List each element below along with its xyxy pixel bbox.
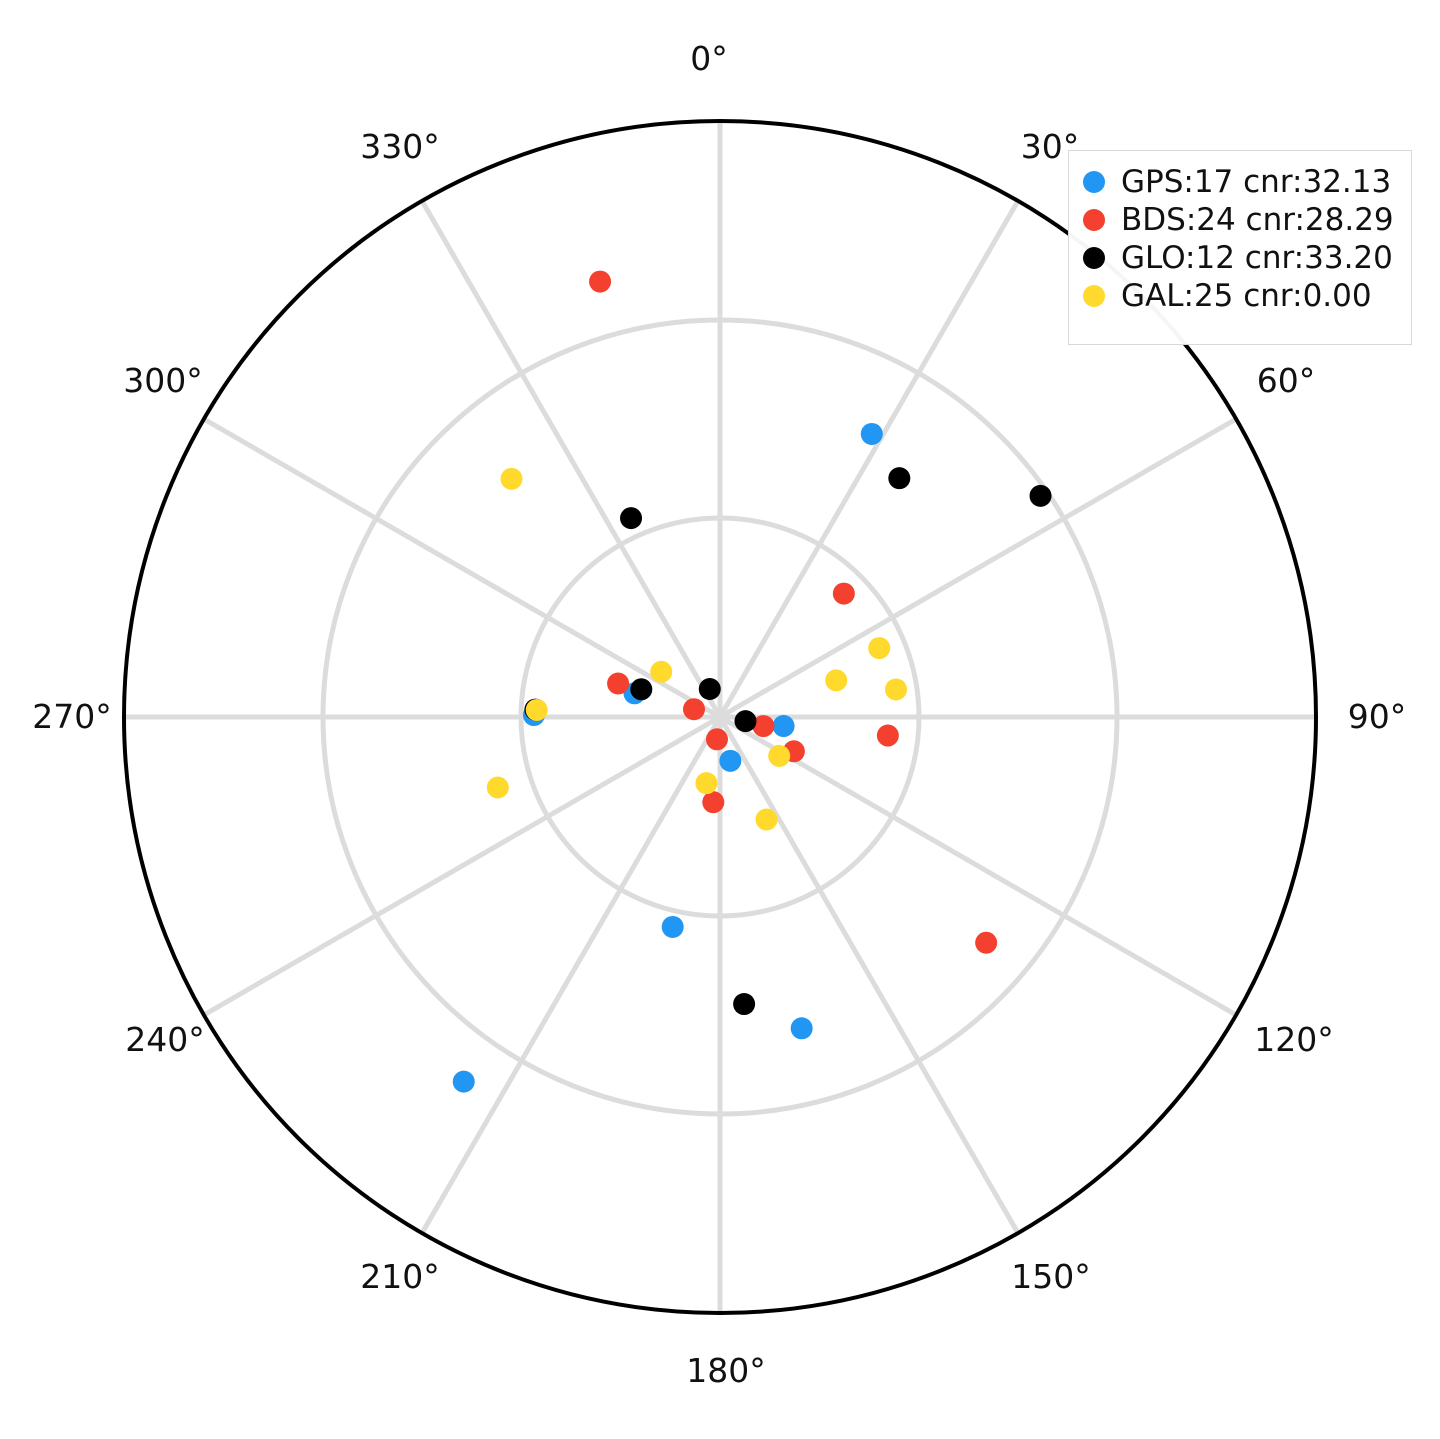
marker-gal-8: [695, 772, 718, 795]
legend-item-gps[interactable]: GPS:17 cnr:32.13: [1083, 163, 1393, 201]
grid-spoke-150: [717, 715, 1021, 1235]
grid-spoke-30: [717, 199, 1021, 719]
angle-label-300deg: 300°: [123, 361, 203, 400]
marker-bds-3: [876, 724, 899, 747]
marker-gal-2: [868, 637, 891, 660]
angle-label-240deg: 240°: [125, 1020, 205, 1059]
legend-swatch-bds: [1083, 209, 1105, 231]
marker-gps-7: [452, 1070, 475, 1093]
marker-gal-4: [884, 678, 907, 701]
angle-label-180deg: 180°: [686, 1351, 766, 1390]
angle-label-330deg: 330°: [360, 127, 440, 166]
marker-bds-8: [702, 791, 725, 814]
marker-bds-6: [682, 698, 705, 721]
marker-gal-3: [825, 669, 848, 692]
polar-grid: [122, 119, 1318, 1315]
marker-glo-0: [888, 467, 911, 490]
marker-gps-5: [661, 915, 684, 938]
legend-item-bds[interactable]: BDS:24 cnr:28.29: [1083, 201, 1394, 239]
grid-spoke-240: [202, 714, 722, 1018]
marker-bds-7: [705, 728, 728, 751]
marker-gal-7: [755, 808, 778, 831]
marker-glo-6: [734, 710, 757, 733]
legend-item-glo[interactable]: GLO:12 cnr:33.20: [1083, 239, 1393, 277]
marker-glo-5: [698, 678, 721, 701]
marker-glo-2: [620, 507, 643, 530]
marker-glo-1: [1029, 484, 1052, 507]
marker-glo-3: [630, 678, 653, 701]
marker-glo-7: [733, 993, 756, 1016]
angle-label-270deg: 270°: [32, 697, 112, 736]
legend-label-gal: GAL:25 cnr:0.00: [1121, 278, 1372, 314]
angle-tick-labels: 0°30°60°90°120°150°180°210°240°270°300°3…: [32, 39, 1406, 1390]
legend: GPS:17 cnr:32.13 BDS:24 cnr:28.29 GLO:12…: [1068, 150, 1412, 345]
marker-gal-0: [500, 467, 523, 490]
angle-label-120deg: 120°: [1254, 1020, 1334, 1059]
legend-label-gps: GPS:17 cnr:32.13: [1121, 164, 1392, 200]
marker-bds-0: [589, 270, 612, 293]
legend-label-bds: BDS:24 cnr:28.29: [1121, 202, 1394, 238]
marker-gps-6: [790, 1017, 813, 1040]
angle-label-210deg: 210°: [360, 1257, 440, 1296]
marker-bds-5: [607, 672, 630, 695]
marker-gal-6: [486, 776, 509, 799]
legend-label-glo: GLO:12 cnr:33.20: [1121, 240, 1393, 276]
marker-gal-9: [768, 744, 791, 767]
grid-spoke-330: [419, 199, 723, 719]
marker-gps-0: [860, 422, 883, 445]
legend-item-gal[interactable]: GAL:25 cnr:0.00: [1083, 277, 1393, 315]
grid-spoke-300: [202, 416, 722, 720]
marker-gps-3: [719, 749, 742, 772]
outer-boundary-circle: [122, 119, 1318, 1315]
marker-gps-4: [772, 715, 795, 738]
grid-spokes: [124, 121, 1316, 1313]
marker-bds-1: [832, 582, 855, 605]
legend-swatch-gal: [1083, 285, 1105, 307]
angle-label-0deg: 0°: [690, 39, 728, 78]
marker-gal-5: [525, 698, 548, 721]
marker-bds-9: [975, 931, 998, 954]
grid-spoke-120: [718, 714, 1238, 1018]
legend-swatch-glo: [1083, 247, 1105, 269]
angle-label-90deg: 90°: [1348, 697, 1407, 736]
grid-spoke-60: [718, 416, 1238, 720]
angle-label-60deg: 60°: [1257, 361, 1316, 400]
marker-gal-1: [650, 660, 673, 683]
grid-spoke-210: [419, 715, 723, 1235]
legend-swatch-gps: [1083, 171, 1105, 193]
angle-label-150deg: 150°: [1011, 1257, 1091, 1296]
marker-bds-2: [752, 715, 775, 738]
satellite-markers: [452, 270, 1052, 1093]
